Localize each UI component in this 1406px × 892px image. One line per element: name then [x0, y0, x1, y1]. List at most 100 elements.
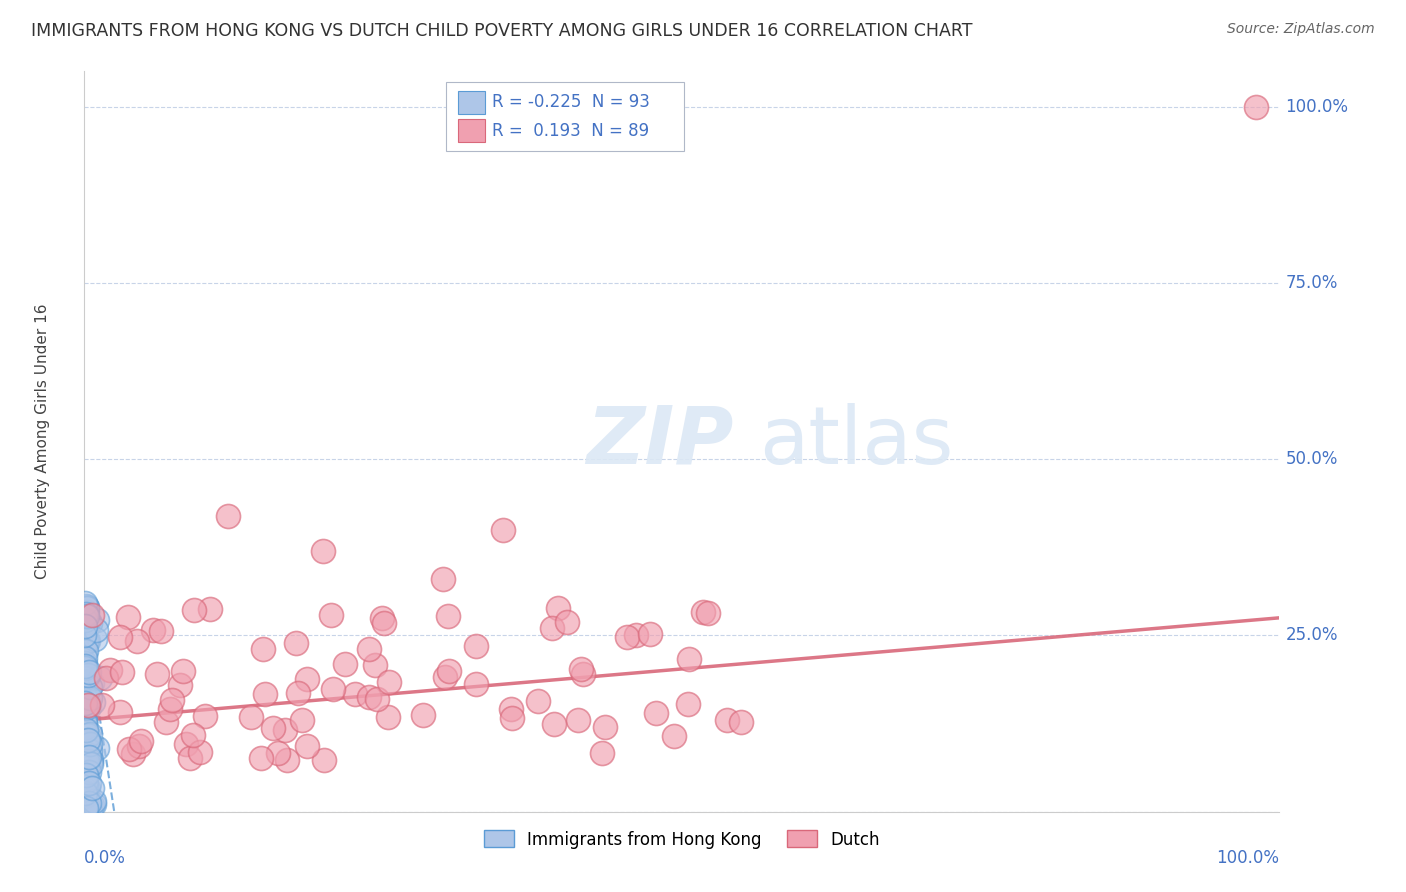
Point	[75, 663, 97, 677]
Point	[117, 742, 139, 756]
Point	[75, 780, 97, 794]
Point	[89, 671, 111, 685]
Point	[75, 697, 97, 711]
Point	[142, 623, 165, 637]
Point	[77, 732, 100, 747]
Point	[75, 608, 97, 623]
Point	[73, 756, 96, 771]
Point	[76, 633, 98, 648]
Point	[181, 728, 204, 742]
Point	[86, 623, 108, 637]
Point	[593, 719, 616, 733]
Point	[77, 728, 100, 742]
Point	[540, 622, 562, 636]
Point	[76, 605, 98, 619]
Point	[465, 639, 488, 653]
Point	[492, 523, 515, 537]
Point	[371, 611, 394, 625]
Point	[77, 700, 100, 714]
Point	[98, 663, 121, 677]
Text: 0.0%: 0.0%	[84, 849, 127, 867]
Point	[75, 797, 97, 812]
Point	[82, 675, 104, 690]
Point	[73, 733, 96, 747]
Point	[75, 768, 97, 782]
Point	[76, 615, 98, 629]
Text: atlas: atlas	[759, 402, 953, 481]
Point	[79, 754, 101, 768]
Point	[276, 753, 298, 767]
Point	[75, 771, 97, 785]
Point	[730, 715, 752, 730]
Point	[526, 694, 548, 708]
Point	[73, 661, 96, 675]
Point	[169, 678, 191, 692]
Point	[73, 781, 96, 796]
Point	[75, 774, 97, 789]
Point	[155, 714, 177, 729]
Point	[73, 714, 96, 729]
Point	[432, 572, 454, 586]
Point	[76, 694, 98, 708]
Point	[79, 665, 101, 679]
Legend: Immigrants from Hong Kong, Dutch: Immigrants from Hong Kong, Dutch	[478, 823, 886, 855]
Point	[79, 803, 101, 817]
Point	[82, 780, 104, 795]
Text: ZIP: ZIP	[586, 402, 734, 481]
Point	[73, 714, 96, 729]
Point	[295, 672, 318, 686]
Point	[83, 797, 105, 811]
Point	[75, 613, 97, 627]
Point	[150, 624, 173, 639]
Point	[80, 756, 103, 771]
Point	[108, 705, 131, 719]
Point	[73, 671, 96, 685]
Point	[75, 690, 97, 705]
Point	[122, 747, 145, 761]
Point	[80, 752, 103, 766]
Point	[79, 744, 101, 758]
Text: 100.0%: 100.0%	[1285, 97, 1348, 116]
Point	[287, 686, 309, 700]
Point	[321, 607, 343, 622]
Text: R =  0.193  N = 89: R = 0.193 N = 89	[492, 121, 650, 139]
Point	[174, 737, 197, 751]
Point	[75, 596, 97, 610]
Point	[676, 697, 699, 711]
Point	[314, 753, 336, 767]
Point	[366, 691, 388, 706]
Point	[76, 698, 98, 713]
Point	[198, 602, 221, 616]
Point	[217, 508, 239, 523]
Point	[567, 713, 589, 727]
Point	[437, 608, 460, 623]
Point	[75, 643, 97, 657]
Point	[172, 664, 194, 678]
Point	[76, 781, 98, 796]
Text: 75.0%: 75.0%	[1285, 274, 1339, 292]
Point	[77, 765, 100, 780]
Point	[108, 630, 131, 644]
Point	[696, 606, 718, 620]
Point	[322, 681, 344, 696]
Point	[571, 667, 593, 681]
Point	[79, 680, 101, 694]
Point	[77, 698, 100, 713]
Point	[75, 801, 97, 815]
Point	[378, 674, 401, 689]
Point	[117, 610, 139, 624]
Point	[678, 652, 700, 666]
Point	[86, 613, 108, 627]
Point	[591, 746, 613, 760]
Point	[73, 736, 96, 750]
Point	[249, 751, 271, 765]
Point	[638, 627, 661, 641]
Point	[183, 603, 205, 617]
Text: R = -0.225  N = 93: R = -0.225 N = 93	[492, 94, 650, 112]
Point	[357, 690, 380, 704]
Point	[73, 628, 96, 642]
Point	[79, 615, 101, 630]
Point	[75, 786, 97, 800]
Text: 100.0%: 100.0%	[1216, 849, 1279, 867]
Point	[434, 670, 457, 684]
